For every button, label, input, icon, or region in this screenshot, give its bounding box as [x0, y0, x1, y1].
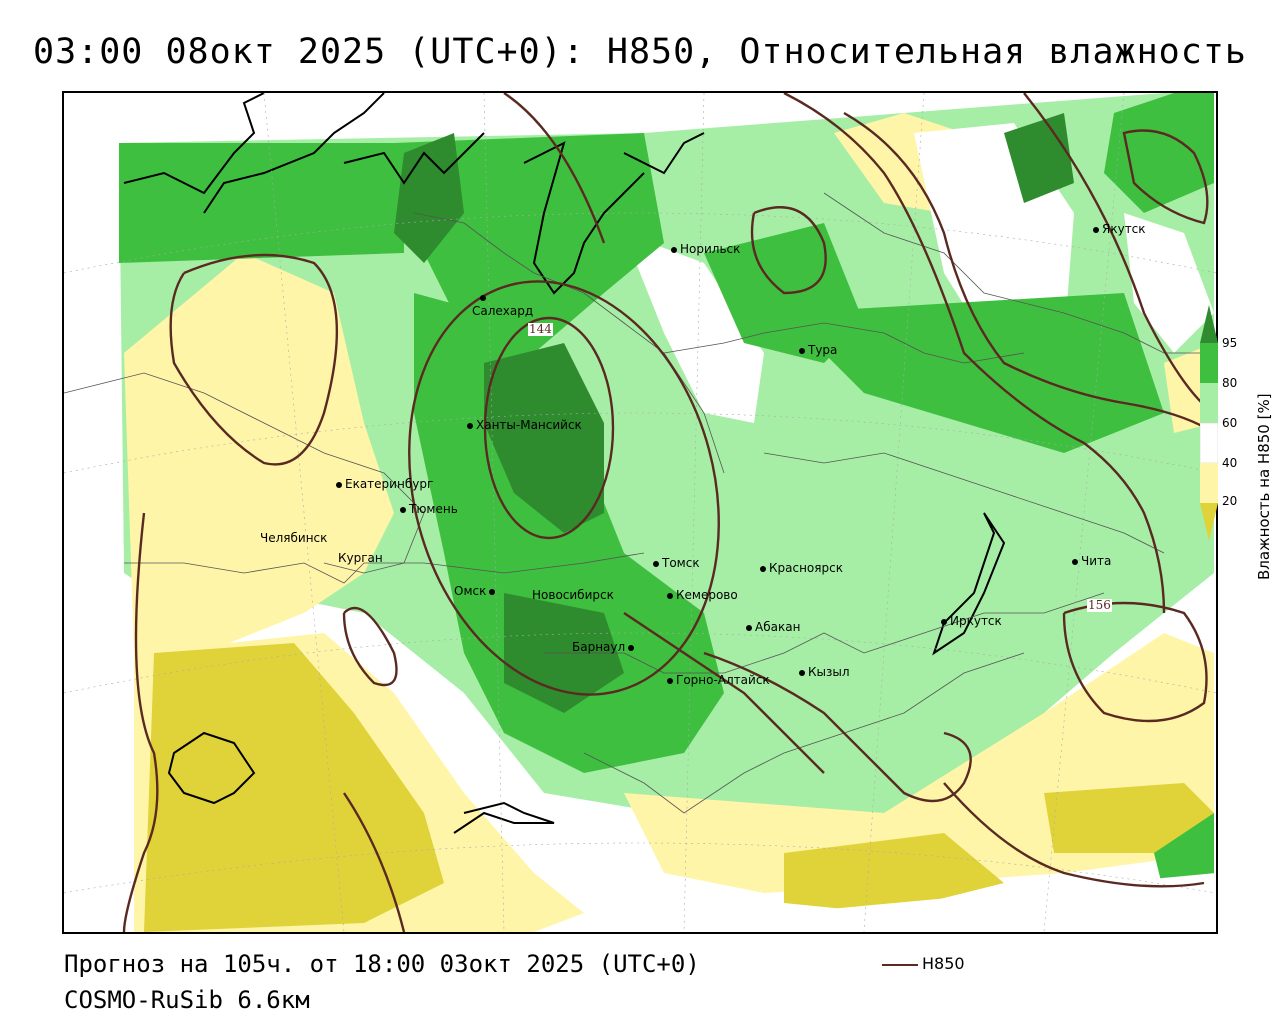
- colorbar-segment-40-60: [1200, 422, 1218, 464]
- colorbar-tick: 20: [1222, 494, 1238, 508]
- city-marker: Тюмень: [400, 502, 458, 516]
- city-marker: Кемерово: [667, 588, 738, 602]
- humidity-fields: [119, 93, 1214, 932]
- city-dot-icon: [628, 644, 635, 651]
- city-marker: [480, 290, 489, 304]
- city-marker: Омск: [454, 584, 498, 598]
- city-dot-icon: [667, 677, 673, 684]
- city-dot-icon: [760, 565, 766, 572]
- contour-label: 156: [1087, 598, 1112, 612]
- city-marker: Абакан: [746, 620, 800, 634]
- colorbar-segment-20-40: [1200, 463, 1218, 503]
- colorbar-tick: 95: [1222, 336, 1238, 350]
- colorbar-segment-80-95: [1200, 343, 1218, 383]
- city-dot-icon: [746, 624, 752, 631]
- city-dot-icon: [671, 246, 677, 253]
- legend-label: H850: [922, 954, 965, 973]
- city-dot-icon: [489, 588, 496, 595]
- city-marker: Якутск: [1093, 222, 1146, 236]
- model-name: COSMO-RuSib 6.6км: [64, 986, 310, 1014]
- city-marker: Тура: [799, 343, 837, 357]
- city-marker: Иркутск: [941, 614, 1002, 628]
- city-marker: Кызыл: [799, 665, 850, 679]
- forecast-info: Прогноз на 105ч. от 18:00 03окт 2025 (UT…: [64, 950, 700, 978]
- colorbar-tick: 80: [1222, 376, 1238, 390]
- colorbar-tick: 60: [1222, 416, 1238, 430]
- city-dot-icon: [799, 669, 805, 676]
- city-marker: Чита: [1072, 554, 1111, 568]
- colorbar-top-triangle: [1200, 305, 1218, 343]
- city-dot-icon: [467, 422, 473, 429]
- contour-legend: H850: [882, 954, 965, 973]
- city-marker: Горно-Алтайск: [667, 673, 770, 687]
- city-marker: Норильск: [671, 242, 740, 256]
- city-marker: Барнаул: [572, 640, 637, 654]
- city-label: Курган: [338, 551, 383, 565]
- city-dot-icon: [1072, 558, 1078, 565]
- contour-label: 144: [528, 322, 553, 336]
- city-dot-icon: [480, 294, 486, 301]
- city-marker: Ханты-Мансийск: [467, 418, 582, 432]
- city-marker: Красноярск: [760, 561, 843, 575]
- city-dot-icon: [1093, 226, 1099, 233]
- graticule: [64, 93, 1216, 932]
- city-dot-icon: [336, 481, 342, 488]
- coastlines: [123, 93, 1006, 834]
- map-canvas: [64, 93, 1216, 932]
- colorbar-title: Влажность на H850 [%]: [1255, 393, 1273, 580]
- city-label: Салехард: [472, 304, 534, 318]
- city-dot-icon: [653, 560, 659, 567]
- humidity-map[interactable]: 144 156 Якутск Норильск Салехард Тура Ха…: [62, 91, 1218, 934]
- city-label: Новосибирск: [532, 588, 614, 602]
- city-dot-icon: [941, 618, 947, 625]
- city-marker: Томск: [653, 556, 700, 570]
- city-dot-icon: [799, 347, 805, 354]
- humidity-colorbar: [1200, 305, 1218, 541]
- city-marker: Екатеринбург: [336, 477, 433, 491]
- h850-contours: [122, 93, 1215, 932]
- contour-line-icon: [882, 963, 918, 966]
- city-dot-icon: [667, 592, 673, 599]
- city-dot-icon: [400, 506, 406, 513]
- admin-borders: [64, 192, 1204, 814]
- colorbar-segment-60-80: [1200, 383, 1218, 423]
- map-title: 03:00 08окт 2025 (UTC+0): H850, Относите…: [33, 32, 1247, 72]
- city-label: Челябинск: [260, 531, 328, 545]
- colorbar-tick: 40: [1222, 456, 1238, 470]
- colorbar-bottom-triangle: [1200, 503, 1218, 541]
